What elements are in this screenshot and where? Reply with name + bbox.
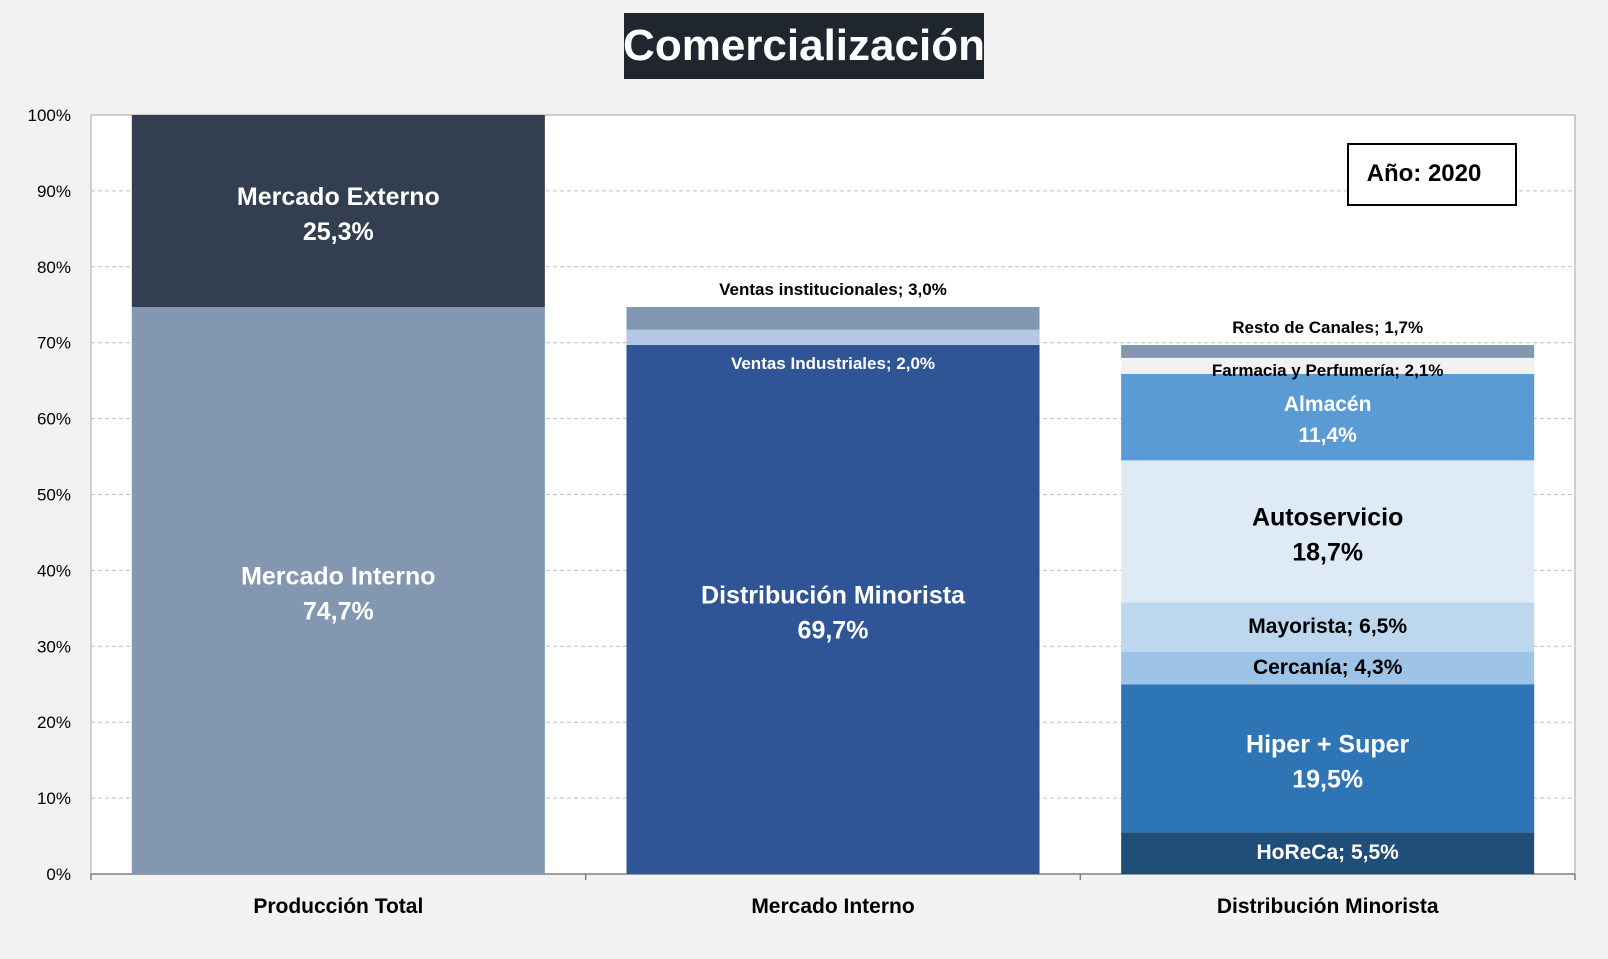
bar-segment-mayorista	[1121, 602, 1535, 652]
data-label-mayorista: Mayorista; 6,5%	[1248, 615, 1407, 638]
y-tick-label: 60%	[37, 410, 71, 429]
data-label-hiper-super: Hiper + Super	[1246, 730, 1410, 758]
bar-segment-distribucion-minorista	[626, 344, 1040, 874]
data-label-ventas-institucionales: Ventas institucionales; 3,0%	[719, 280, 947, 299]
y-tick-label: 70%	[37, 334, 71, 353]
data-label-mercado-interno: Mercado Interno	[241, 563, 435, 591]
y-tick-label: 40%	[37, 561, 71, 580]
data-label-horeca: HoReCa; 5,5%	[1256, 841, 1399, 864]
bar-segment-mercado-externo	[131, 115, 545, 308]
bar-segment-cercania	[1121, 651, 1535, 685]
data-label-mercado-interno-value: 74,7%	[303, 598, 374, 626]
y-tick-label: 0%	[46, 865, 71, 884]
data-label-autoservicio-value: 18,7%	[1292, 538, 1363, 566]
y-tick-label: 20%	[37, 713, 71, 732]
y-tick-label: 30%	[37, 637, 71, 656]
bar-segment-autoservicio	[1121, 460, 1535, 603]
bar-segment-resto-de-canales	[1121, 344, 1535, 358]
y-tick-label: 80%	[37, 258, 71, 277]
data-label-almacen-value: 11,4%	[1298, 424, 1357, 447]
x-category-label: Producción Total	[253, 895, 423, 918]
data-label-autoservicio: Autoservicio	[1252, 503, 1403, 531]
y-tick-label: 100%	[28, 106, 71, 125]
bar-segment-horeca	[1121, 832, 1535, 874]
x-category-label: Distribución Minorista	[1217, 895, 1439, 918]
bar-segment-ventas-industriales	[626, 329, 1040, 345]
data-label-mercado-externo: Mercado Externo	[237, 183, 440, 211]
data-label-distribucion-minorista: Distribución Minorista	[701, 581, 966, 609]
data-label-resto-de-canales: Resto de Canales; 1,7%	[1232, 318, 1423, 337]
x-category-label: Mercado Interno	[751, 895, 914, 918]
year-badge	[1347, 143, 1517, 206]
bar-segment-farmacia-y-perfumeria	[1121, 357, 1535, 374]
data-label-almacen: Almacén	[1284, 393, 1372, 416]
data-label-cercania: Cercanía; 4,3%	[1253, 656, 1403, 679]
chart-title: Comercialización	[623, 13, 985, 79]
data-label-hiper-super-value: 19,5%	[1292, 765, 1363, 793]
y-tick-label: 10%	[37, 789, 71, 808]
bar-segment-ventas-institucionales	[626, 307, 1040, 330]
y-tick-label: 90%	[37, 182, 71, 201]
data-label-mercado-externo-value: 25,3%	[303, 218, 374, 246]
data-label-farmacia-y-perfumeria: Farmacia y Perfumería; 2,1%	[1212, 361, 1444, 380]
data-label-distribucion-minorista-value: 69,7%	[798, 616, 869, 644]
year-badge-label: Año: 2020	[1367, 160, 1482, 187]
y-tick-label: 50%	[37, 486, 71, 505]
bar-segment-hiper-super	[1121, 684, 1535, 833]
bar-segment-almacen	[1121, 373, 1535, 461]
data-label-ventas-industriales: Ventas Industriales; 2,0%	[731, 354, 935, 373]
bar-segment-mercado-interno	[131, 307, 545, 875]
